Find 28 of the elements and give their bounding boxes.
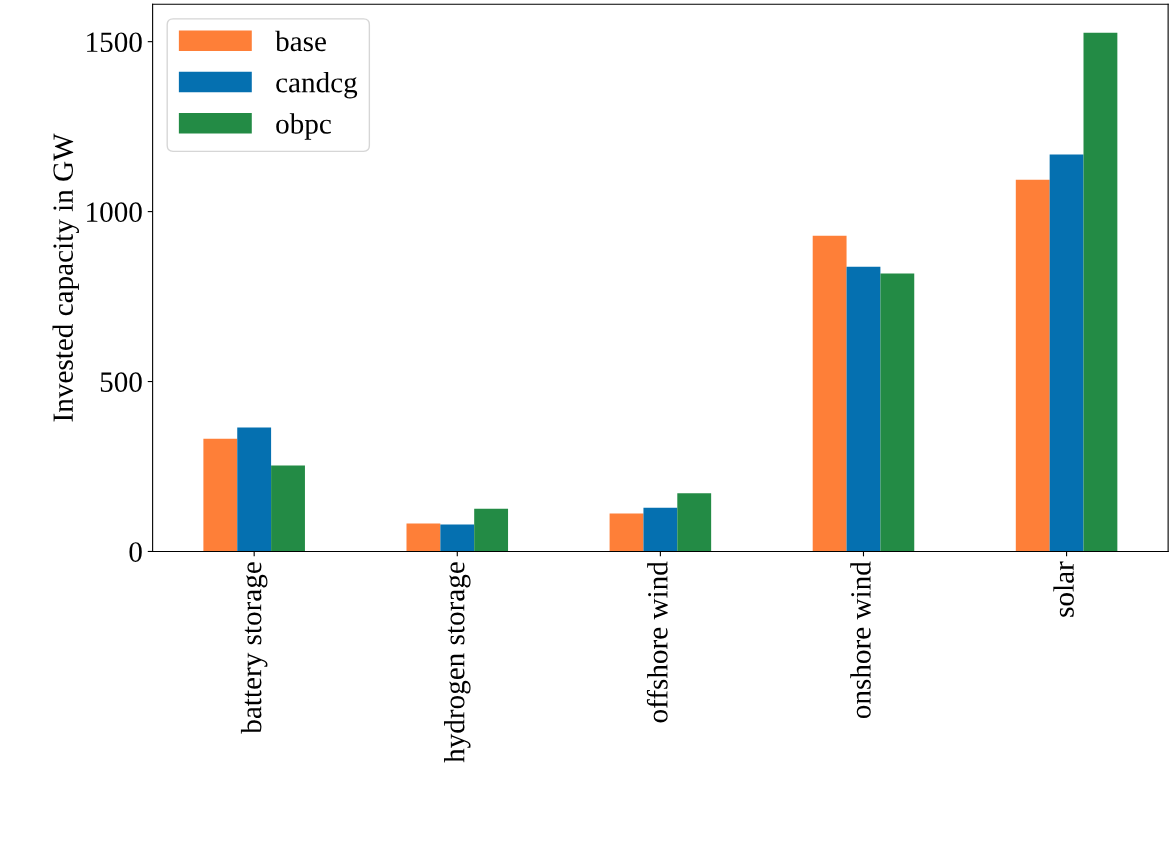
- x-tick-label: battery storage: [240, 562, 268, 734]
- legend-label: obpc: [276, 113, 331, 140]
- bar: [440, 524, 475, 552]
- bar: [643, 507, 678, 552]
- bar: [609, 513, 644, 552]
- bar: [846, 266, 881, 552]
- bar: [271, 465, 305, 552]
- x-tick-label: hydrogen storage: [444, 562, 471, 763]
- y-tick-label: 1500: [87, 32, 142, 53]
- bar: [1015, 179, 1050, 552]
- bar: [1083, 32, 1118, 552]
- y-tick-label: 1000: [87, 202, 142, 223]
- y-tick-label: 0: [129, 542, 142, 562]
- bar: [880, 273, 915, 552]
- bar: [203, 438, 238, 552]
- bar: [812, 235, 847, 552]
- legend-label: candcg: [276, 71, 358, 99]
- bar: [237, 427, 272, 552]
- y-tick-label: 500: [100, 372, 142, 392]
- legend-label: base: [275, 30, 326, 52]
- bar: [1049, 154, 1084, 552]
- x-tick-label: offshore wind: [646, 561, 668, 723]
- y-axis-title: Invested capacity in GW: [52, 133, 80, 422]
- x-tick-label: onshore wind: [850, 561, 871, 719]
- bar: [677, 493, 712, 552]
- bar: [406, 523, 441, 552]
- x-tick-label: solar: [1053, 561, 1074, 617]
- bar: [474, 508, 509, 552]
